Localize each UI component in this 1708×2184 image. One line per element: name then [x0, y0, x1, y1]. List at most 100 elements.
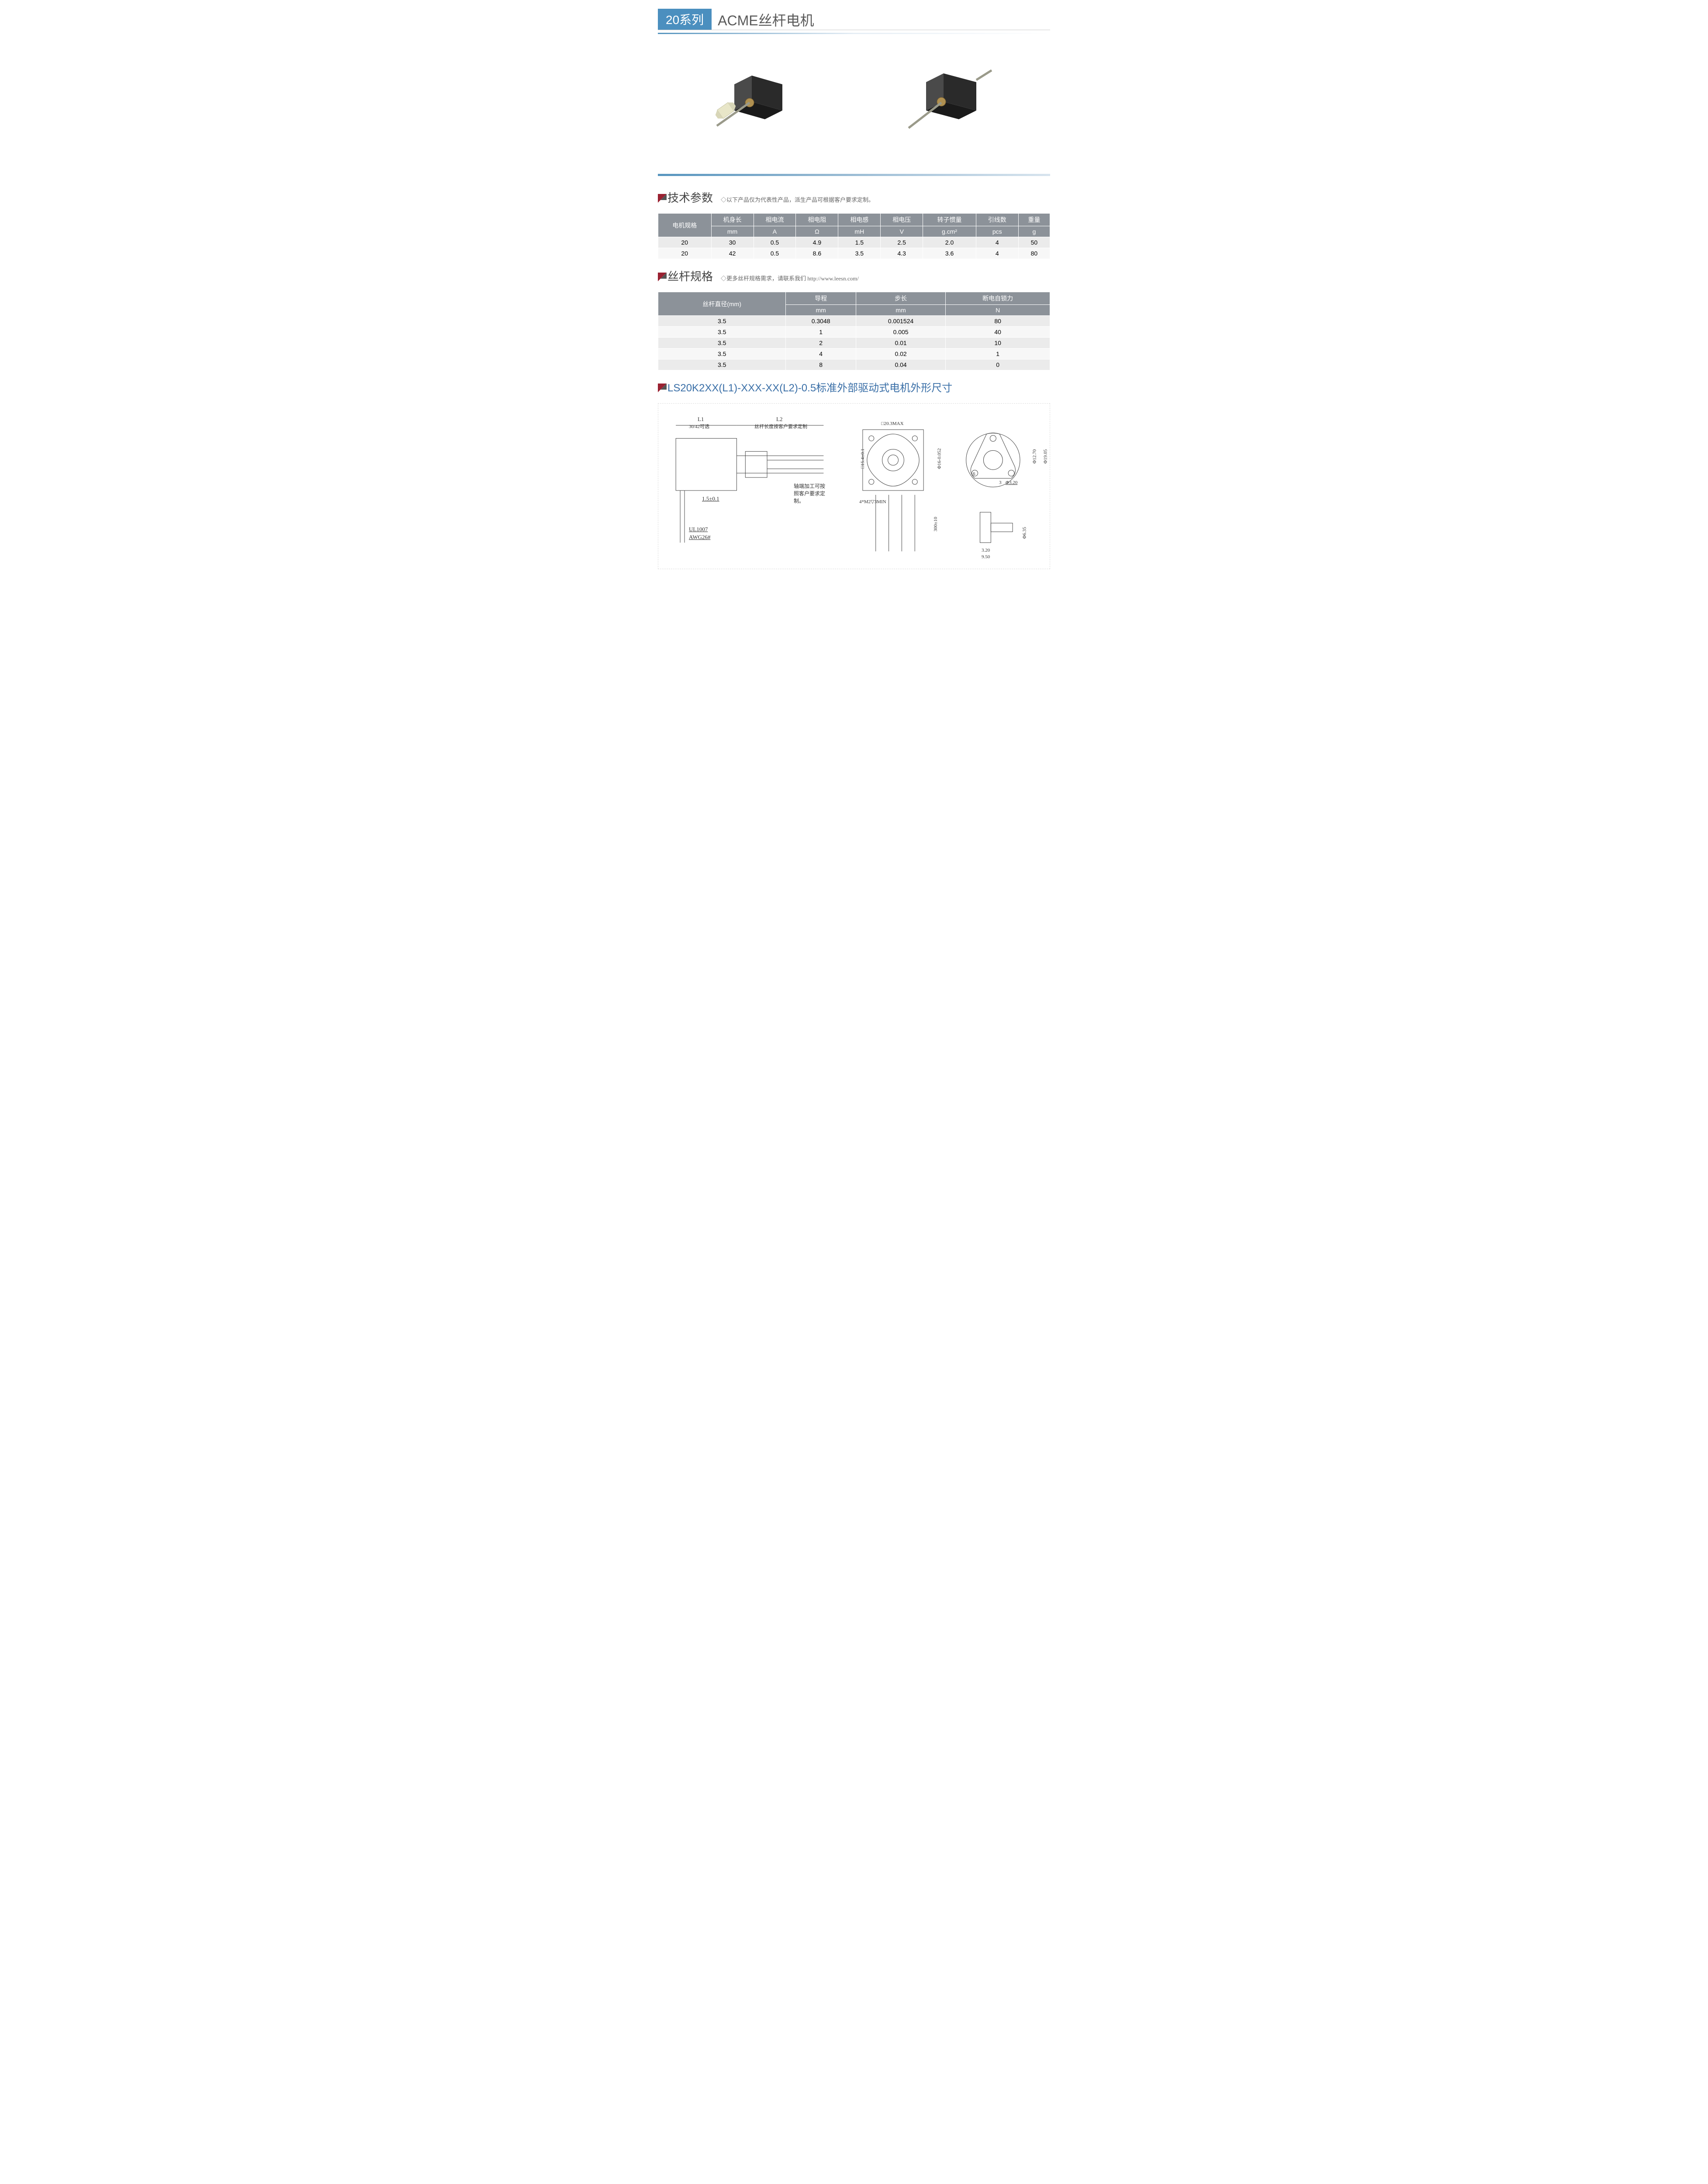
table-cell: 0.005	[856, 327, 945, 338]
dimension-diagram: L1 30/42可选 L2 丝杆长度按客户要求定制 1.5±0.1 UL1007…	[658, 403, 1050, 569]
table-cell: 8.6	[796, 248, 838, 259]
table-cell: 3.5	[658, 349, 786, 359]
product-image-right	[895, 60, 1009, 148]
table-cell: 80	[1018, 248, 1050, 259]
table-cell: 0.01	[856, 338, 945, 349]
table-cell: 3.5	[658, 359, 786, 370]
table-cell: 0	[946, 359, 1050, 370]
table-cell: 10	[946, 338, 1050, 349]
table-cell: 0.5	[754, 248, 796, 259]
dim-L1-note: 30/42可选	[689, 423, 709, 430]
table-cell: 4.9	[796, 237, 838, 248]
table-row: 3.50.30480.00152480	[658, 316, 1050, 327]
table-cell: 3.5	[838, 248, 881, 259]
table-cell: 0.02	[856, 349, 945, 359]
dim-s4: 3.20	[982, 548, 990, 553]
table-cell: 4	[976, 237, 1018, 248]
table-cell: 4	[976, 248, 1018, 259]
th-unit: N	[946, 305, 1050, 316]
th-unit: mm	[856, 305, 945, 316]
table-cell: 3.5	[658, 327, 786, 338]
table-row: 20420.58.63.54.33.6480	[658, 248, 1050, 259]
th: 机身长	[711, 214, 754, 226]
section-note-screw: ◇更多丝杆规格需求，请联系我们 http://www.leesn.com/	[721, 274, 859, 282]
table-cell: 1	[786, 327, 856, 338]
table-cell: 2	[786, 338, 856, 349]
table-cell: 80	[946, 316, 1050, 327]
screw-spec-table: 丝杆直径(mm) 导程 步长 断电自锁力 mm mm N 3.50.30480.…	[658, 292, 1050, 370]
dim-s3: Φ3.20	[1006, 480, 1017, 485]
table-cell: 8	[786, 359, 856, 370]
table-row: 3.510.00540	[658, 327, 1050, 338]
dim-L1: L1	[698, 416, 704, 423]
th-unit: g.cm²	[923, 226, 976, 237]
table-row: 20300.54.91.52.52.0450	[658, 237, 1050, 248]
dim-h: □15.4±0.1	[860, 449, 865, 469]
dim-L2-note: 丝杆长度按客户要求定制	[754, 423, 807, 430]
th: 断电自锁力	[946, 292, 1050, 305]
th-screw-dia: 丝杆直径(mm)	[658, 292, 786, 316]
table-cell: 40	[946, 327, 1050, 338]
table-cell: 2.0	[923, 237, 976, 248]
table-cell: 20	[658, 248, 712, 259]
page-header: 20系列 ACME丝杆电机	[658, 9, 1050, 30]
th: 相电压	[881, 214, 923, 226]
th: 转子惯量	[923, 214, 976, 226]
section-divider	[658, 174, 1050, 176]
table-cell: 0.04	[856, 359, 945, 370]
table-cell: 50	[1018, 237, 1050, 248]
th-unit: mH	[838, 226, 881, 237]
th-motor-spec: 电机规格	[658, 214, 712, 237]
table-row: 3.520.0110	[658, 338, 1050, 349]
dim-s5: 9.50	[982, 554, 990, 560]
section-header-screw: 丝杆规格 ◇更多丝杆规格需求，请联系我们 http://www.leesn.co…	[658, 268, 1050, 284]
section-header-tech: 技术参数 ◇以下产品仅为代表性产品，派生产品可根据客户要求定制。	[658, 189, 1050, 205]
page-title: ACME丝杆电机	[712, 9, 1050, 30]
dim-s1: 6	[973, 471, 975, 477]
th-unit: V	[881, 226, 923, 237]
th: 步长	[856, 292, 945, 305]
product-image-left	[699, 60, 813, 148]
th-unit: Ω	[796, 226, 838, 237]
th: 重量	[1018, 214, 1050, 226]
dim-bore: Φ16-0.052	[937, 448, 942, 469]
dim-d2: Φ19.05	[1043, 449, 1048, 464]
table-cell: 3.5	[658, 338, 786, 349]
table-row: 3.540.021	[658, 349, 1050, 359]
dim-screw: 4*M2▽3MIN	[859, 499, 886, 505]
triangle-marker-icon	[658, 272, 667, 280]
table-cell: 0.3048	[786, 316, 856, 327]
section-title-dim: LS20K2XX(L1)-XXX-XX(L2)-0.5标准外部驱动式电机外形尺寸	[667, 379, 952, 394]
table-cell: 0.5	[754, 237, 796, 248]
table-cell: 4	[786, 349, 856, 359]
th-unit: mm	[786, 305, 856, 316]
table-row: 3.580.040	[658, 359, 1050, 370]
th-unit: A	[754, 226, 796, 237]
table-cell: 1.5	[838, 237, 881, 248]
tech-spec-table: 电机规格 机身长 相电流 相电阻 相电感 相电压 转子惯量 引线数 重量 mm …	[658, 213, 1050, 259]
table-cell: 3.5	[658, 316, 786, 327]
table-cell: 3.6	[923, 248, 976, 259]
table-cell: 4.3	[881, 248, 923, 259]
series-badge: 20系列	[658, 9, 712, 30]
dim-awg: AWG26#	[689, 534, 711, 541]
table-cell: 0.001524	[856, 316, 945, 327]
table-cell: 30	[711, 237, 754, 248]
dimension-svg	[658, 404, 1050, 569]
dim-L2: L2	[776, 416, 782, 423]
triangle-marker-icon	[658, 383, 667, 391]
table-cell: 42	[711, 248, 754, 259]
section-title-tech: 技术参数	[667, 189, 713, 205]
dim-cable: 300±10	[933, 517, 938, 532]
th: 相电流	[754, 214, 796, 226]
table-cell: 2.5	[881, 237, 923, 248]
table-cell: 20	[658, 237, 712, 248]
th: 相电感	[838, 214, 881, 226]
dim-shaft-note: 轴端加工可按照客户要求定制。	[794, 482, 829, 505]
dim-s2: 3	[999, 480, 1002, 485]
header-underline	[658, 33, 1050, 34]
th: 引线数	[976, 214, 1018, 226]
th-unit: mm	[711, 226, 754, 237]
dim-s6: Φ6.35	[1022, 527, 1027, 539]
dim-sq: □20.3MAX	[881, 421, 904, 426]
